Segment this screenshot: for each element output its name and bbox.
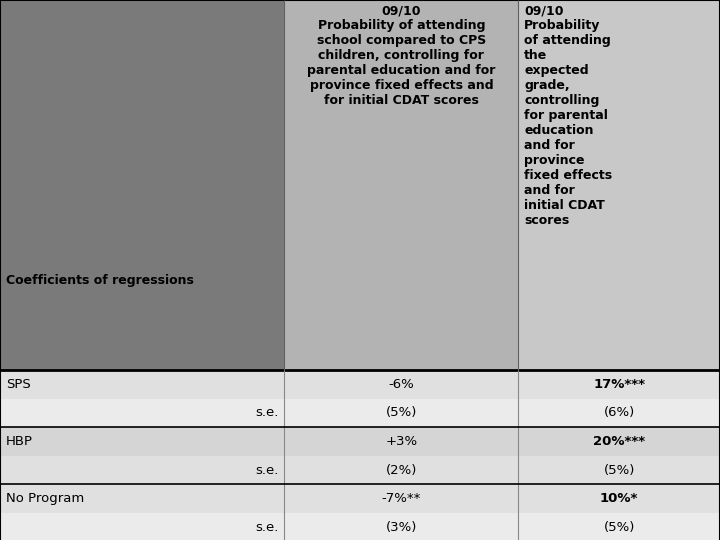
- Bar: [0, 427, 720, 456]
- Text: (2%): (2%): [386, 463, 417, 477]
- Text: (5%): (5%): [603, 521, 635, 534]
- Text: 10%*: 10%*: [600, 492, 639, 505]
- Bar: [0, 513, 720, 540]
- Bar: [0, 0, 284, 370]
- Text: 09/10
Probability
of attending
the
expected
grade,
controlling
for parental
educ: 09/10 Probability of attending the expec…: [524, 4, 612, 227]
- Bar: [0, 370, 720, 399]
- Bar: [284, 0, 518, 370]
- Text: s.e.: s.e.: [256, 406, 279, 420]
- Text: s.e.: s.e.: [256, 463, 279, 477]
- Text: -7%**: -7%**: [382, 492, 421, 505]
- Text: No Program: No Program: [6, 492, 84, 505]
- Text: 20%***: 20%***: [593, 435, 645, 448]
- Text: (6%): (6%): [603, 406, 635, 420]
- Bar: [0, 456, 720, 484]
- Text: Coefficients of regressions: Coefficients of regressions: [6, 274, 194, 287]
- Bar: [0, 399, 720, 427]
- Text: HBP: HBP: [6, 435, 33, 448]
- Text: SPS: SPS: [6, 377, 30, 391]
- Bar: [0, 484, 720, 513]
- Text: -6%: -6%: [389, 377, 414, 391]
- Text: 17%***: 17%***: [593, 377, 645, 391]
- Text: +3%: +3%: [385, 435, 418, 448]
- Text: (3%): (3%): [386, 521, 417, 534]
- Text: 09/10
Probability of attending
school compared to CPS
children, controlling for
: 09/10 Probability of attending school co…: [307, 4, 495, 107]
- Text: (5%): (5%): [386, 406, 417, 420]
- Text: s.e.: s.e.: [256, 521, 279, 534]
- Text: (5%): (5%): [603, 463, 635, 477]
- Bar: [518, 0, 720, 370]
